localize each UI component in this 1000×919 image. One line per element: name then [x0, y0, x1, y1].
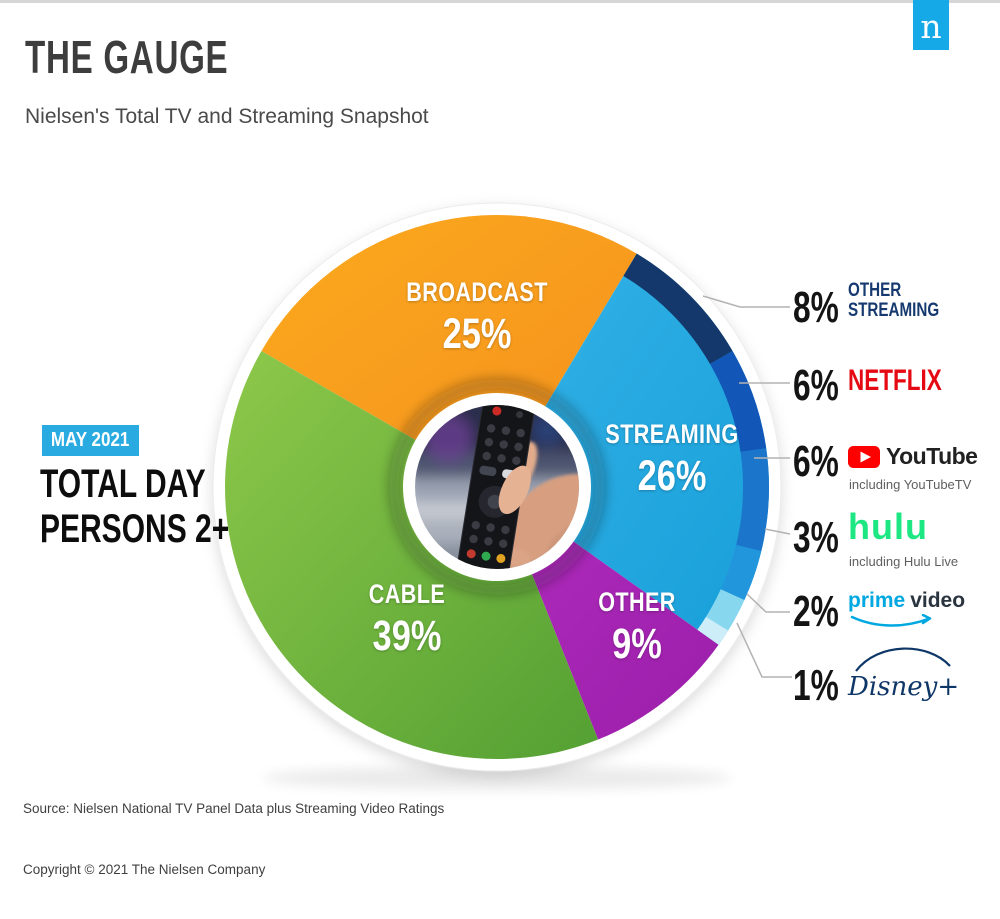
page-title: THE GAUGE — [25, 31, 229, 83]
leader-line-prime-video — [746, 593, 790, 613]
donut-drop-shadow — [262, 766, 732, 790]
segment-streaming — [497, 253, 769, 645]
copyright-note: Copyright © 2021 The Nielsen Company — [23, 862, 266, 877]
pct-disney-plus: 1% — [793, 661, 839, 710]
leader-lines — [702, 295, 792, 678]
segment-label-broadcast: BROADCAST 25% — [406, 277, 548, 358]
leader-line-other-streaming — [702, 295, 790, 308]
pie-segments — [224, 215, 769, 760]
pct-hulu: 3% — [793, 513, 839, 562]
ring-disney- — [697, 616, 729, 645]
segment-label-cable: CABLE 39% — [368, 579, 446, 660]
page-subtitle: Nielsen's Total TV and Streaming Snapsho… — [25, 105, 429, 128]
leader-line-disney-plus — [736, 622, 792, 678]
nielsen-logo: n — [913, 0, 949, 50]
segment-label-streaming: STREAMING 26% — [605, 419, 739, 500]
netflix-logo: NETFLIX — [848, 364, 942, 397]
universe-line2: PERSONS 2+ — [40, 507, 230, 551]
remote-control — [456, 405, 535, 569]
hulu-subnote: including Hulu Live — [849, 554, 959, 569]
pct-other-streaming: 8% — [793, 283, 839, 332]
universe-line1: TOTAL DAY — [40, 462, 206, 506]
period-badge-label: MAY 2021 — [51, 429, 130, 451]
ring-youtube — [736, 448, 769, 552]
period-badge: MAY 2021 — [42, 425, 139, 456]
ring-hulu — [720, 545, 762, 600]
ring-other-streaming — [623, 253, 733, 364]
youtube-logo: YouTube — [848, 443, 978, 470]
prime-smile-icon — [850, 614, 932, 627]
logo-other-streaming: OTHER STREAMING — [848, 280, 940, 321]
streaming-breakdown-ring — [623, 253, 769, 645]
top-border — [0, 0, 1000, 3]
youtube-subnote: including YouTubeTV — [849, 477, 972, 492]
pct-netflix: 6% — [793, 361, 839, 410]
segment-cable — [224, 351, 599, 760]
prime-video-logo: prime video — [848, 589, 965, 630]
youtube-play-icon — [848, 445, 880, 468]
inner-hole-shadow — [389, 379, 605, 595]
leader-line-hulu — [764, 528, 791, 535]
segment-broadcast — [261, 215, 637, 487]
hulu-logo: hulu — [848, 506, 928, 547]
pct-prime-video: 2% — [793, 587, 839, 636]
ring-prime-video — [706, 589, 745, 631]
disney-arc-icon — [855, 647, 951, 672]
segment-label-other: OTHER 9% — [598, 587, 676, 668]
pct-youtube: 6% — [793, 437, 839, 486]
ring-netflix — [710, 351, 767, 452]
source-note: Source: Nielsen National TV Panel Data p… — [23, 801, 445, 816]
disney-plus-logo: Disney+ — [848, 646, 959, 702]
